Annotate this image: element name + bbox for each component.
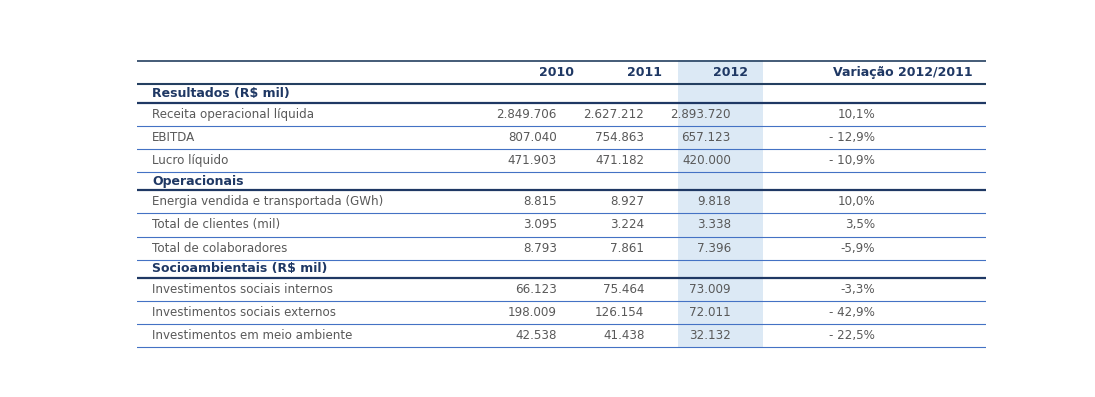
Text: 42.538: 42.538 [516,329,557,342]
Text: 3.095: 3.095 [523,218,557,231]
Text: Energia vendida e transportada (GWh): Energia vendida e transportada (GWh) [152,195,383,208]
Text: 7.861: 7.861 [610,241,644,254]
Text: 66.123: 66.123 [515,283,557,296]
Text: Total de clientes (mil): Total de clientes (mil) [152,218,280,231]
Text: 807.040: 807.040 [508,131,557,144]
Text: - 12,9%: - 12,9% [829,131,875,144]
Text: Operacionais: Operacionais [152,175,244,188]
Text: 420.000: 420.000 [682,154,730,167]
Text: 126.154: 126.154 [595,306,644,319]
Text: 32.132: 32.132 [689,329,730,342]
Text: Investimentos sociais externos: Investimentos sociais externos [152,306,336,319]
Text: 3.224: 3.224 [610,218,644,231]
Text: Investimentos em meio ambiente: Investimentos em meio ambiente [152,329,353,342]
Text: 41.438: 41.438 [603,329,644,342]
Text: 72.011: 72.011 [689,306,730,319]
Text: 8.927: 8.927 [610,195,644,208]
Text: 9.818: 9.818 [698,195,730,208]
Text: 7.396: 7.396 [696,241,730,254]
Text: 2012: 2012 [714,66,748,79]
Text: 2.627.212: 2.627.212 [584,108,644,121]
Text: 657.123: 657.123 [681,131,730,144]
Text: 3,5%: 3,5% [845,218,875,231]
Text: 754.863: 754.863 [596,131,644,144]
Text: Total de colaboradores: Total de colaboradores [152,241,288,254]
Text: Lucro líquido: Lucro líquido [152,154,229,167]
Text: Resultados (R$ mil): Resultados (R$ mil) [152,87,290,100]
Text: -5,9%: -5,9% [841,241,875,254]
Text: 8.815: 8.815 [523,195,557,208]
Text: 10,0%: 10,0% [838,195,875,208]
Text: 2.849.706: 2.849.706 [496,108,557,121]
Text: 73.009: 73.009 [689,283,730,296]
Text: Socioambientais (R$ mil): Socioambientais (R$ mil) [152,262,327,275]
Text: 3.338: 3.338 [696,218,730,231]
Text: 471.182: 471.182 [596,154,644,167]
Bar [678,60,763,347]
Text: -3,3%: -3,3% [841,283,875,296]
Text: EBITDA: EBITDA [152,131,195,144]
Text: 8.793: 8.793 [523,241,557,254]
Text: 198.009: 198.009 [508,306,557,319]
Text: Variação 2012/2011: Variação 2012/2011 [832,66,972,79]
Text: 75.464: 75.464 [603,283,644,296]
Text: 2011: 2011 [626,66,661,79]
Text: - 10,9%: - 10,9% [829,154,875,167]
Text: Investimentos sociais internos: Investimentos sociais internos [152,283,333,296]
Text: 2010: 2010 [540,66,575,79]
Text: 2.893.720: 2.893.720 [670,108,730,121]
Text: - 22,5%: - 22,5% [829,329,875,342]
Text: Receita operacional líquida: Receita operacional líquida [152,108,314,121]
Text: - 42,9%: - 42,9% [829,306,875,319]
Text: 10,1%: 10,1% [838,108,875,121]
Text: 471.903: 471.903 [508,154,557,167]
